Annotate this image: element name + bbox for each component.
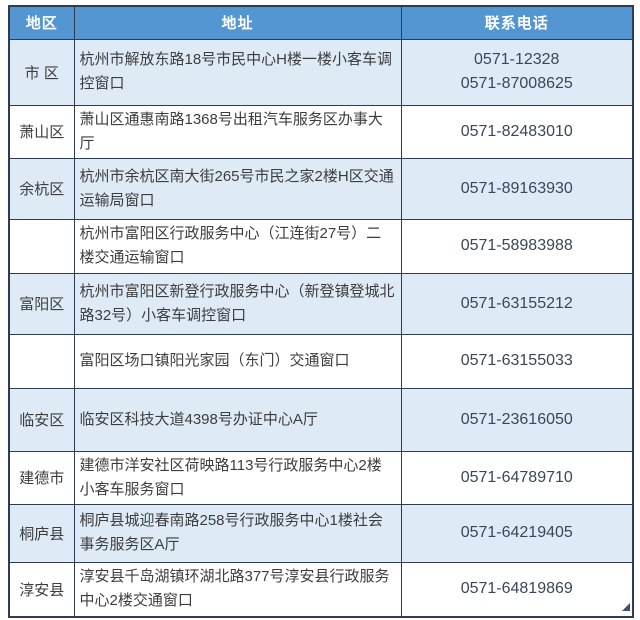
address-cell: 杭州市富阳区新登行政服务中心（新登镇登城北路32号）小客车调控窗口 [73,272,402,335]
region-cell: 余杭区 [8,157,75,220]
region-cell: 富阳区 [8,272,75,335]
phone-cell: 0571-64219405 [400,503,634,563]
region-cell: 市 区 [8,38,75,106]
phone-cell: 0571-63155033 [400,333,634,389]
table-row: 临安区 临安区科技大道4398号办证中心A厅 0571-23616050 [8,387,634,452]
table-row: 市 区 杭州市解放东路18号市民中心H楼一楼小客车调控窗口 0571-12328… [8,38,634,106]
phone-number-line: 0571-63155033 [460,352,573,369]
phone-cell: 0571-63155212 [400,272,634,335]
region-column-header: 地区 [8,5,75,40]
phone-cell: 0571-23616050 [400,387,634,452]
phone-number-line: 0571-23616050 [460,410,573,428]
address-cell: 杭州市富阳区行政服务中心（江连街27号）二楼交通运输窗口 [73,218,402,274]
address-cell: 建德市洋安社区荷映路113号行政服务中心2楼小客车服务窗口 [73,450,402,505]
table-row: 萧山区 萧山区通惠南路1368号出租汽车服务区办事大厅 0571-8248301… [8,104,634,159]
table-row: 富阳区场口镇阳光家园（东门）交通窗口 0571-63155033 [8,333,634,389]
phone-cell: 0571-89163930 [400,157,634,220]
region-cell: 萧山区 [8,104,75,159]
region-cell: 临安区 [8,387,75,452]
phone-number-line: 0571-87008625 [460,75,573,92]
phone-number-line: 0571-89163930 [460,179,573,197]
region-cell [8,218,75,274]
address-cell: 杭州市余杭区南大街265号市民之家2楼H区交通运输局窗口 [73,157,402,220]
phone-number-line: 0571-64219405 [460,524,573,541]
table-row: 富阳区 杭州市富阳区新登行政服务中心（新登镇登城北路32号）小客车调控窗口 05… [8,272,634,335]
phone-number-line: 0571-64789710 [460,468,573,486]
phone-cell: 0571-58983988 [400,218,634,274]
table-row: 杭州市富阳区行政服务中心（江连街27号）二楼交通运输窗口 0571-589839… [8,218,634,274]
region-cell [8,333,75,389]
phone-cell: 0571-64819869 [400,561,634,618]
phone-number-line: 0571-63155212 [460,294,573,312]
region-cell: 建德市 [8,450,75,505]
address-cell: 临安区科技大道4398号办证中心A厅 [73,387,402,452]
address-cell: 富阳区场口镇阳光家园（东门）交通窗口 [73,333,402,389]
address-cell: 淳安县千岛湖镇环湖北路377号淳安县行政服务中心2楼交通窗口 [73,561,402,618]
table-row: 淳安县 淳安县千岛湖镇环湖北路377号淳安县行政服务中心2楼交通窗口 0571-… [8,561,634,618]
address-cell: 杭州市解放东路18号市民中心H楼一楼小客车调控窗口 [73,38,402,106]
phone-cell: 0571-82483010 [400,104,634,159]
phone-cell: 0571-64789710 [400,450,634,505]
contact-table: 地区 地址 联系电话 市 区 杭州市解放东路18号市民中心H楼一楼小客车调控窗口… [8,5,634,618]
region-cell: 桐庐县 [8,503,75,563]
table-row: 建德市 建德市洋安社区荷映路113号行政服务中心2楼小客车服务窗口 0571-6… [8,450,634,505]
phone-number-line: 0571-82483010 [460,122,573,140]
address-column-header: 地址 [73,5,402,40]
table-header-row: 地区 地址 联系电话 [8,5,634,40]
phone-number-line: 0571-64819869 [460,580,573,598]
phone-number-line: 0571-58983988 [460,237,573,254]
address-cell: 萧山区通惠南路1368号出租汽车服务区办事大厅 [73,104,402,159]
phone-cell: 0571-12328 0571-87008625 [400,38,634,106]
table-row: 余杭区 杭州市余杭区南大街265号市民之家2楼H区交通运输局窗口 0571-89… [8,157,634,220]
phone-column-header: 联系电话 [400,5,634,40]
address-cell: 桐庐县城迎春南路258号行政服务中心1楼社会事务服务区A厅 [73,503,402,563]
phone-number-line: 0571-12328 [474,51,560,68]
table-row: 桐庐县 桐庐县城迎春南路258号行政服务中心1楼社会事务服务区A厅 0571-6… [8,503,634,563]
region-cell: 淳安县 [8,561,75,618]
corner-notch-icon [622,603,630,611]
